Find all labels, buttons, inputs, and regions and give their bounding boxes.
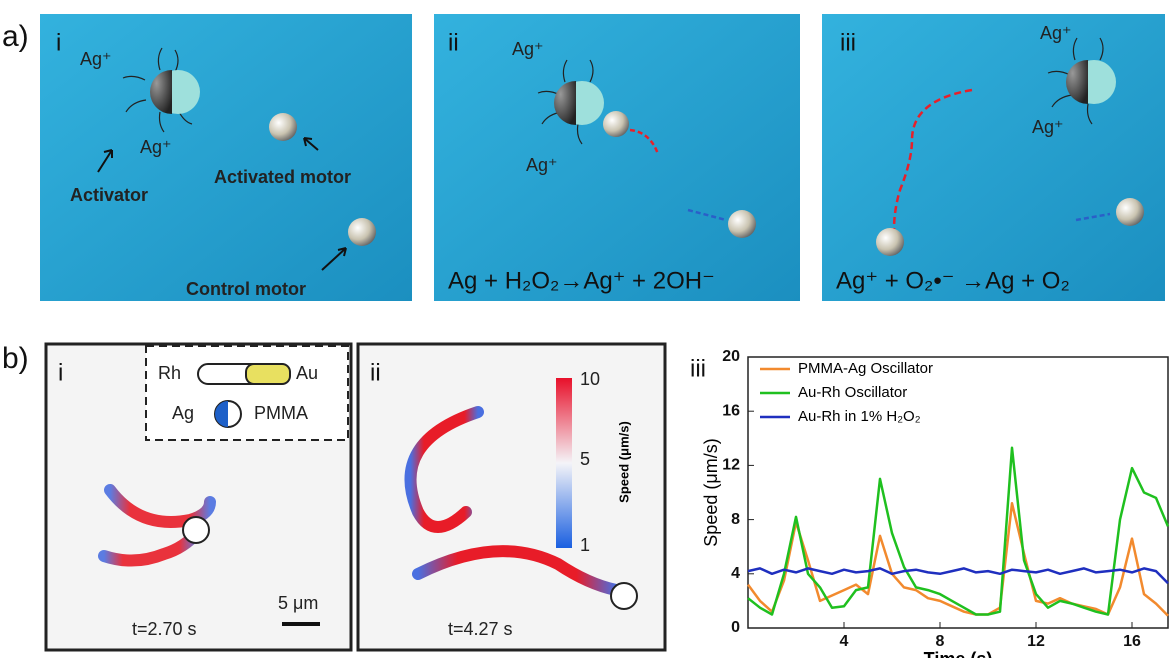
ion-label: Ag⁺ bbox=[80, 49, 112, 69]
x-tick-label: 12 bbox=[1027, 633, 1045, 650]
x-tick-label: 8 bbox=[936, 633, 945, 650]
y-tick-label: 16 bbox=[722, 402, 740, 419]
ion-label: Ag⁺ bbox=[526, 155, 558, 175]
figure: a) i Ag⁺ Ag⁺ Activator Activated motor C… bbox=[0, 0, 1170, 658]
colorbar-tick: 5 bbox=[580, 449, 590, 469]
legend-label: Au-Rh in 1% H₂O₂ bbox=[798, 408, 921, 425]
motor bbox=[269, 113, 297, 141]
x-tick-label: 4 bbox=[840, 633, 849, 650]
panel-tag: iii bbox=[690, 355, 706, 382]
line-chart: 0 4 8 12 16 20 4 8 12 16 Time (s) Speed (μm/s) PMMA-… bbox=[701, 348, 1168, 658]
panel-box bbox=[434, 14, 800, 301]
janus-icon bbox=[611, 583, 637, 609]
legend-label: PMMA-Ag Oscillator bbox=[798, 360, 933, 377]
panel-tag: i bbox=[56, 29, 61, 56]
ion-label: Ag⁺ bbox=[512, 39, 544, 59]
y-tick-label: 0 bbox=[731, 619, 740, 636]
ion-label: Ag⁺ bbox=[1032, 117, 1064, 137]
label: Control motor bbox=[186, 279, 306, 299]
colorbar-tick: 10 bbox=[580, 369, 600, 389]
motor bbox=[603, 111, 629, 137]
panel-tag: ii bbox=[448, 29, 459, 56]
label: Activated motor bbox=[214, 167, 351, 187]
x-axis-label: Time (s) bbox=[924, 649, 993, 658]
panel-tag: i bbox=[58, 359, 63, 386]
y-tick-label: 8 bbox=[731, 511, 740, 528]
motor bbox=[348, 218, 376, 246]
panel-tag: ii bbox=[370, 359, 381, 386]
motor bbox=[876, 228, 904, 256]
series-line bbox=[748, 503, 1168, 616]
x-tick-label: 16 bbox=[1123, 633, 1141, 650]
colorbar-tick: 1 bbox=[580, 535, 590, 555]
legend-box bbox=[146, 346, 348, 440]
time-label: t=2.70 s bbox=[132, 619, 197, 639]
motor bbox=[728, 210, 756, 238]
label: Activator bbox=[70, 185, 148, 205]
colorbar bbox=[556, 378, 572, 548]
janus-icon bbox=[183, 517, 209, 543]
ion-label: Ag⁺ bbox=[1040, 23, 1072, 43]
y-tick-label: 20 bbox=[722, 348, 740, 365]
time-label: t=4.27 s bbox=[448, 619, 513, 639]
label: Ag bbox=[172, 403, 194, 423]
panel-label: a) bbox=[2, 20, 29, 53]
y-axis-label: Speed (μm/s) bbox=[701, 438, 721, 546]
label: Rh bbox=[158, 363, 181, 383]
label: PMMA bbox=[254, 403, 308, 423]
panel-tag: iii bbox=[840, 29, 856, 56]
scale-label: 5 μm bbox=[278, 593, 318, 613]
label: Au bbox=[296, 363, 318, 383]
equation: Ag + H₂O₂→Ag⁺ + 2OH⁻ bbox=[448, 267, 715, 294]
equation: Ag⁺ + O₂•⁻ →Ag + O₂ bbox=[836, 267, 1070, 294]
series-line bbox=[748, 448, 1168, 615]
colorbar-title: Speed (μm/s) bbox=[616, 421, 631, 503]
motor bbox=[1116, 198, 1144, 226]
panel-box bbox=[822, 14, 1165, 301]
y-tick-label: 12 bbox=[722, 457, 740, 474]
ion-label: Ag⁺ bbox=[140, 137, 172, 157]
legend-label: Au-Rh Oscillator bbox=[798, 384, 907, 401]
panel-label: b) bbox=[2, 342, 29, 375]
y-tick-label: 4 bbox=[731, 565, 740, 582]
rod bbox=[246, 364, 290, 384]
